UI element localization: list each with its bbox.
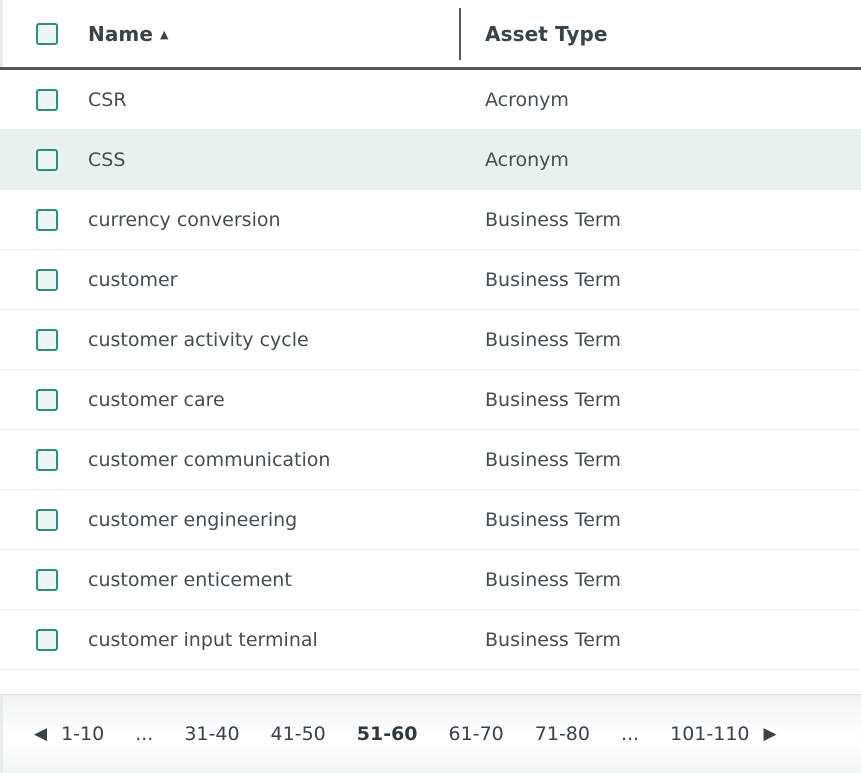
row-checkbox[interactable]	[36, 388, 58, 411]
pagination-prev-icon[interactable]: ◀	[34, 723, 48, 744]
row-checkbox-cell	[0, 568, 88, 591]
asset-type-value: Business Term	[485, 508, 621, 531]
table-header: Name ▲ Asset Type	[0, 0, 861, 70]
pagination-pages: 1-10... 31-40 41-50 51-60 61-70 71-80... 101-1…	[61, 723, 749, 745]
row-checkbox-cell	[0, 208, 88, 231]
page-edge-decoration	[0, 0, 3, 67]
row-asset-type-cell: Business Term	[460, 449, 861, 471]
row-checkbox[interactable]	[36, 508, 58, 531]
row-asset-type-cell: Business Term	[460, 209, 861, 231]
pagination-page-link[interactable]: 31-40	[184, 723, 240, 745]
row-asset-type-cell: Business Term	[460, 509, 861, 531]
pagination-page-link[interactable]: 1-10	[61, 723, 105, 745]
row-name-cell: customer engineering	[88, 509, 460, 531]
pagination-page-link[interactable]: 61-70	[448, 723, 504, 745]
asset-name-link[interactable]: customer enticement	[88, 568, 292, 591]
table-row: currency conversion Business Term	[0, 190, 861, 250]
asset-type-value: Business Term	[485, 568, 621, 591]
asset-type-value: Business Term	[485, 208, 621, 231]
table-row: customer care Business Term	[0, 370, 861, 430]
asset-type-value: Business Term	[485, 448, 621, 471]
row-checkbox[interactable]	[36, 88, 58, 111]
asset-name-link[interactable]: CSR	[88, 88, 127, 111]
row-name-cell: customer input terminal	[88, 629, 460, 651]
row-asset-type-cell: Acronym	[460, 149, 861, 171]
asset-type-value: Business Term	[485, 388, 621, 411]
asset-name-link[interactable]: customer care	[88, 388, 225, 411]
select-all-cell	[0, 22, 88, 45]
page-edge-decoration	[0, 694, 3, 773]
row-checkbox-cell	[0, 88, 88, 111]
row-checkbox[interactable]	[36, 148, 58, 171]
asset-name-link[interactable]: CSS	[88, 148, 126, 171]
asset-type-value: Acronym	[485, 148, 569, 171]
row-asset-type-cell: Business Term	[460, 389, 861, 411]
row-checkbox[interactable]	[36, 628, 58, 651]
pagination-page-link[interactable]: 41-50	[270, 723, 326, 745]
table-row: customer input terminal Business Term	[0, 610, 861, 670]
sort-ascending-icon[interactable]: ▲	[160, 28, 169, 41]
asset-name-link[interactable]: customer engineering	[88, 508, 298, 531]
asset-type-value: Acronym	[485, 88, 569, 111]
row-checkbox-cell	[0, 388, 88, 411]
asset-name-link[interactable]: customer input terminal	[88, 628, 318, 651]
asset-name-link[interactable]: customer communication	[88, 448, 331, 471]
row-asset-type-cell: Acronym	[460, 89, 861, 111]
row-checkbox[interactable]	[36, 568, 58, 591]
pagination-page-link[interactable]: 101-110	[670, 723, 750, 745]
asset-name-link[interactable]: customer	[88, 268, 178, 291]
column-header-name[interactable]: Name	[88, 21, 154, 46]
select-all-checkbox[interactable]	[36, 22, 58, 45]
row-checkbox-cell	[0, 148, 88, 171]
row-asset-type-cell: Business Term	[460, 629, 861, 651]
row-name-cell: currency conversion	[88, 209, 460, 231]
column-header-asset-type[interactable]: Asset Type	[485, 21, 608, 46]
row-name-cell: customer	[88, 269, 460, 291]
asset-type-value: Business Term	[485, 628, 621, 651]
asset-type-value: Business Term	[485, 328, 621, 351]
row-checkbox[interactable]	[36, 448, 58, 471]
row-checkbox-cell	[0, 328, 88, 351]
column-header-asset-type-cell[interactable]: Asset Type	[460, 22, 861, 46]
row-name-cell: customer activity cycle	[88, 329, 460, 351]
table-row: customer communication Business Term	[0, 430, 861, 490]
table-row: CSR Acronym	[0, 70, 861, 130]
asset-type-value: Business Term	[485, 268, 621, 291]
row-checkbox-cell	[0, 448, 88, 471]
row-checkbox[interactable]	[36, 208, 58, 231]
row-checkbox-cell	[0, 508, 88, 531]
table-row: customer enticement Business Term	[0, 550, 861, 610]
row-name-cell: customer communication	[88, 449, 460, 471]
asset-name-link[interactable]: currency conversion	[88, 208, 281, 231]
row-asset-type-cell: Business Term	[460, 269, 861, 291]
row-name-cell: CSS	[88, 149, 460, 171]
row-checkbox-cell	[0, 268, 88, 291]
row-checkbox[interactable]	[36, 328, 58, 351]
table-row: customer activity cycle Business Term	[0, 310, 861, 370]
table-row: customer engineering Business Term	[0, 490, 861, 550]
row-asset-type-cell: Business Term	[460, 329, 861, 351]
row-name-cell: customer enticement	[88, 569, 460, 591]
pagination-ellipsis[interactable]: ...	[135, 723, 154, 745]
table-body: CSR Acronym CSS Acronym currency convers	[0, 70, 861, 670]
row-checkbox-cell	[0, 628, 88, 651]
pagination-next-icon[interactable]: ▶	[763, 723, 777, 744]
row-checkbox[interactable]	[36, 268, 58, 291]
pagination-page-link[interactable]: 71-80	[534, 723, 590, 745]
pagination-bar: ◀ 1-10... 31-40 41-50 51-60 61-70 71-80... 101…	[0, 694, 861, 773]
table-row: customer Business Term	[0, 250, 861, 310]
table-row: CSS Acronym	[0, 130, 861, 190]
asset-name-link[interactable]: customer activity cycle	[88, 328, 309, 351]
row-asset-type-cell: Business Term	[460, 569, 861, 591]
pagination-ellipsis[interactable]: ...	[620, 723, 640, 745]
row-name-cell: customer care	[88, 389, 460, 411]
column-divider	[459, 8, 461, 60]
row-name-cell: CSR	[88, 89, 460, 111]
pagination-page-link[interactable]: 51-60	[356, 723, 418, 745]
column-header-name-cell[interactable]: Name ▲	[88, 22, 460, 46]
